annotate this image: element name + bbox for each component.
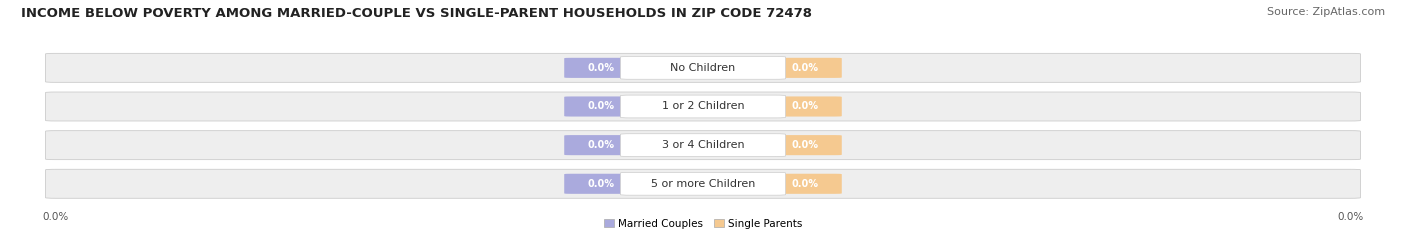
Text: 0.0%: 0.0% [588,102,614,112]
Text: Source: ZipAtlas.com: Source: ZipAtlas.com [1267,7,1385,17]
Text: 0.0%: 0.0% [588,140,614,150]
Text: 0.0%: 0.0% [1337,212,1364,222]
FancyBboxPatch shape [564,174,637,194]
FancyBboxPatch shape [45,53,1361,82]
Text: No Children: No Children [671,63,735,73]
FancyBboxPatch shape [620,134,786,157]
FancyBboxPatch shape [564,96,637,116]
FancyBboxPatch shape [769,58,842,78]
Text: 0.0%: 0.0% [792,179,818,189]
Text: 1 or 2 Children: 1 or 2 Children [662,102,744,112]
FancyBboxPatch shape [620,95,786,118]
Text: 0.0%: 0.0% [792,63,818,73]
Text: 0.0%: 0.0% [588,179,614,189]
FancyBboxPatch shape [45,169,1361,198]
Legend: Married Couples, Single Parents: Married Couples, Single Parents [599,215,807,233]
Text: INCOME BELOW POVERTY AMONG MARRIED-COUPLE VS SINGLE-PARENT HOUSEHOLDS IN ZIP COD: INCOME BELOW POVERTY AMONG MARRIED-COUPL… [21,7,813,20]
FancyBboxPatch shape [769,96,842,116]
FancyBboxPatch shape [620,56,786,79]
Text: 0.0%: 0.0% [792,140,818,150]
Text: 0.0%: 0.0% [792,102,818,112]
FancyBboxPatch shape [45,131,1361,160]
FancyBboxPatch shape [564,135,637,155]
FancyBboxPatch shape [769,135,842,155]
FancyBboxPatch shape [564,58,637,78]
FancyBboxPatch shape [45,92,1361,121]
FancyBboxPatch shape [769,174,842,194]
Text: 0.0%: 0.0% [42,212,69,222]
FancyBboxPatch shape [620,172,786,195]
Text: 3 or 4 Children: 3 or 4 Children [662,140,744,150]
Text: 0.0%: 0.0% [588,63,614,73]
Text: 5 or more Children: 5 or more Children [651,179,755,189]
